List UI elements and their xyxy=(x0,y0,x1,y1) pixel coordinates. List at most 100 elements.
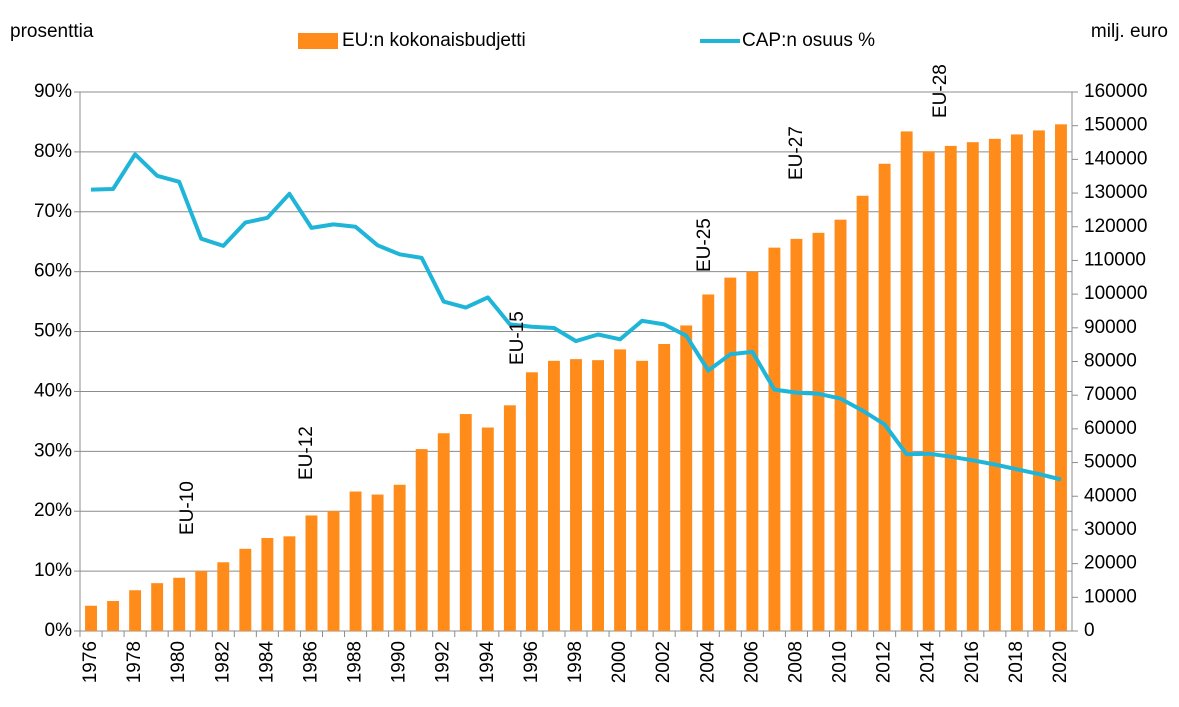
annotation: EU-28 xyxy=(930,64,951,118)
y2-tick-label: 90000 xyxy=(1084,317,1137,338)
y-tick-label: 0% xyxy=(45,620,73,641)
y-tick-label: 10% xyxy=(34,560,72,581)
bar xyxy=(570,359,582,631)
x-tick-label: 1982 xyxy=(212,641,233,683)
x-tick-label: 2002 xyxy=(653,641,674,683)
x-tick-label: 2012 xyxy=(874,641,895,683)
annotation: EU-25 xyxy=(694,218,715,272)
bar xyxy=(503,405,516,631)
y2-tick-label: 0 xyxy=(1084,620,1095,641)
bar xyxy=(151,583,164,631)
y2-tick-label: 130000 xyxy=(1084,182,1147,203)
y-tick-label: 30% xyxy=(34,440,72,461)
x-tick-label: 1996 xyxy=(521,641,542,683)
bar xyxy=(988,138,1001,631)
annotation: EU-15 xyxy=(507,311,528,365)
y-tick-label: 40% xyxy=(34,380,72,401)
bar xyxy=(459,414,472,631)
bar xyxy=(217,562,230,631)
x-tick-label: 1984 xyxy=(256,641,277,684)
bar xyxy=(944,145,957,631)
bar xyxy=(746,271,759,631)
bar xyxy=(393,484,406,631)
left-axis-label: prosenttia xyxy=(10,21,94,42)
bar xyxy=(548,360,560,631)
bar xyxy=(415,449,428,631)
right-axis-label: milj. euro xyxy=(1091,21,1168,42)
bar xyxy=(658,343,671,631)
bar xyxy=(195,571,208,631)
y2-tick-label: 20000 xyxy=(1084,553,1137,574)
bar xyxy=(636,360,649,631)
bar xyxy=(614,349,627,631)
y2-tick-label: 50000 xyxy=(1084,452,1137,473)
bar xyxy=(922,151,935,632)
y2-tick-label: 30000 xyxy=(1084,519,1137,540)
line xyxy=(90,152,1062,482)
bar xyxy=(129,590,142,631)
y2-tick-label: 150000 xyxy=(1084,115,1147,136)
x-tick-label: 2010 xyxy=(830,641,851,683)
bar xyxy=(702,294,715,631)
x-tick-label: 1976 xyxy=(80,641,101,683)
bar xyxy=(768,247,781,632)
x-tick-label: 1980 xyxy=(168,641,189,683)
y2-tick-label: 80000 xyxy=(1084,351,1137,372)
annotation: EU-27 xyxy=(786,126,807,180)
bar xyxy=(305,515,318,631)
bar xyxy=(680,325,693,631)
x-tick-label: 2004 xyxy=(697,641,718,684)
y2-tick-label: 10000 xyxy=(1084,586,1137,607)
annotation: EU-12 xyxy=(296,426,317,480)
bar xyxy=(856,195,869,631)
x-tick-label: 2008 xyxy=(785,641,806,683)
bar xyxy=(592,360,604,631)
y-tick-label: 60% xyxy=(34,261,72,282)
y2-tick-label: 160000 xyxy=(1084,81,1147,102)
bar xyxy=(349,491,362,631)
bar xyxy=(724,277,737,631)
bar xyxy=(812,232,825,631)
legend-swatch xyxy=(298,33,338,49)
bar xyxy=(107,601,120,631)
x-tick-label: 2000 xyxy=(609,641,630,683)
bar xyxy=(173,577,186,631)
bar xyxy=(371,494,384,631)
y2-tick-label: 40000 xyxy=(1084,485,1137,506)
bar xyxy=(283,536,296,631)
y2-tick-label: 120000 xyxy=(1084,216,1147,237)
y-tick-label: 20% xyxy=(34,500,72,521)
bar xyxy=(261,538,274,631)
y-tick-label: 90% xyxy=(34,81,72,102)
bar xyxy=(1055,124,1067,631)
bar xyxy=(481,427,494,631)
y2-tick-label: 110000 xyxy=(1084,249,1146,270)
bar xyxy=(1010,134,1023,632)
x-tick-label: 1994 xyxy=(477,641,498,684)
bar xyxy=(834,219,847,631)
x-tick-label: 1978 xyxy=(124,641,145,683)
bar xyxy=(790,238,803,631)
y-tick-label: 50% xyxy=(34,321,72,342)
annotation: EU-10 xyxy=(177,481,198,535)
bar xyxy=(966,142,979,631)
bar xyxy=(1032,130,1045,631)
x-tick-label: 2016 xyxy=(962,641,983,683)
bar xyxy=(900,131,913,631)
legend-label: EU:n kokonaisbudjetti xyxy=(342,30,526,51)
y2-tick-label: 100000 xyxy=(1084,283,1147,304)
x-tick-label: 1992 xyxy=(433,641,454,683)
x-tick-label: 1990 xyxy=(389,641,410,683)
x-tick-label: 1988 xyxy=(345,641,366,683)
x-tick-label: 2018 xyxy=(1006,641,1027,683)
y2-tick-label: 140000 xyxy=(1084,148,1147,169)
x-tick-label: 2020 xyxy=(1050,641,1071,683)
x-tick-label: 1986 xyxy=(300,641,321,683)
bar xyxy=(437,433,450,631)
bar xyxy=(327,511,340,631)
bar xyxy=(878,163,891,631)
y-tick-label: 80% xyxy=(34,141,72,162)
x-tick-label: 2014 xyxy=(918,641,939,684)
y2-tick-label: 70000 xyxy=(1084,384,1137,405)
